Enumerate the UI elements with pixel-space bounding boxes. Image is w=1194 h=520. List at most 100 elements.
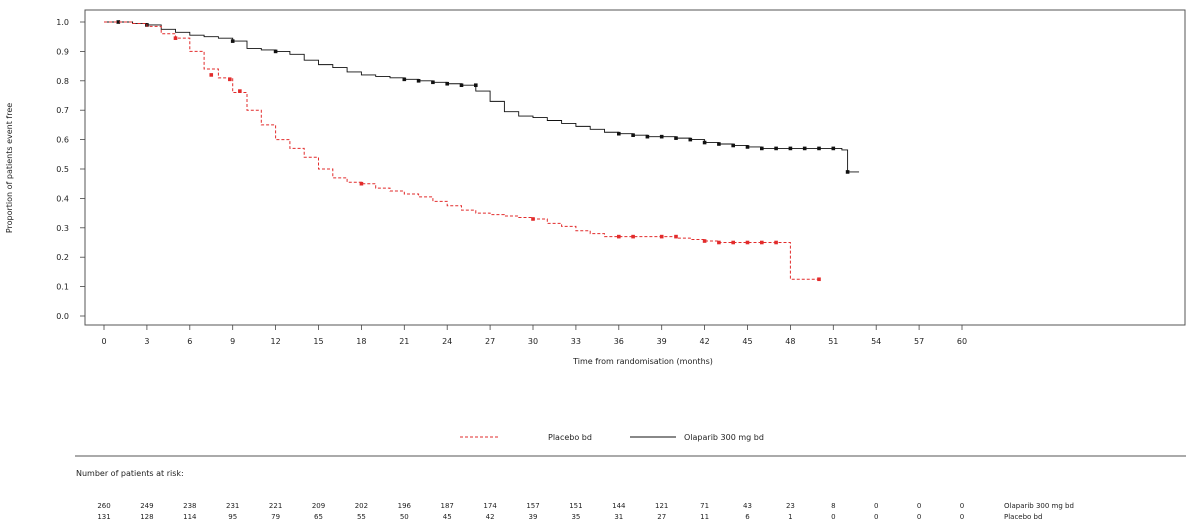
olaparib-censor-mark (674, 136, 678, 140)
risk-value: 114 (183, 513, 197, 520)
x-tick-label: 42 (700, 337, 710, 346)
x-tick-label: 12 (271, 337, 281, 346)
olaparib-censor-mark (774, 146, 778, 151)
placebo-censor-mark (631, 234, 635, 239)
risk-value: 174 (483, 502, 497, 510)
placebo-censor-mark (228, 77, 232, 82)
x-tick-label: 57 (914, 337, 924, 346)
x-tick-label: 45 (742, 337, 752, 346)
risk-value: 221 (269, 502, 282, 510)
risk-value: 11 (700, 513, 709, 520)
risk-value: 0 (960, 513, 964, 520)
placebo-censor-mark (209, 73, 214, 77)
olaparib-censor-mark (831, 146, 836, 151)
olaparib-censor-mark (702, 140, 707, 145)
series-layer (104, 20, 860, 282)
olaparib-censor-mark (416, 79, 421, 83)
placebo-censor-mark (617, 234, 621, 239)
olaparib-censor-mark (459, 83, 464, 88)
risk-value: 31 (614, 513, 623, 520)
risk-table: 260 249 238 231 221 209 202 196 187 174 157 151 144 1… (97, 502, 1074, 520)
olaparib-censor-mark (788, 146, 793, 151)
x-tick-label: 51 (828, 337, 838, 346)
risk-value: 1 (788, 513, 792, 520)
olaparib-censor-mark (745, 145, 750, 149)
risk-table-title: Number of patients at risk: (76, 469, 184, 478)
y-tick-label: 0.7 (56, 106, 69, 115)
risk-value: 42 (486, 513, 495, 520)
y-tick-label: 0.2 (56, 253, 69, 262)
risk-value: 260 (97, 502, 110, 510)
risk-value: 131 (97, 513, 110, 520)
x-tick-label: 48 (785, 337, 795, 346)
placebo-censor-mark (717, 240, 721, 245)
olaparib-censor-mark (659, 134, 664, 139)
risk-value: 43 (743, 502, 752, 510)
placebo-censor-mark (674, 234, 678, 239)
placebo-censor-mark (659, 234, 664, 239)
y-tick-label: 0.5 (56, 165, 69, 174)
olaparib-censor-mark (845, 170, 850, 174)
olaparib-censor-mark (760, 146, 764, 151)
risk-value: 128 (140, 513, 153, 520)
risk-value: 249 (140, 502, 153, 510)
olaparib-censor-mark (817, 146, 821, 151)
risk-value: 6 (745, 513, 750, 520)
risk-value: 0 (831, 513, 835, 520)
x-tick-label: 39 (657, 337, 667, 346)
y-tick-label: 0.9 (56, 47, 69, 56)
risk-value: 55 (357, 513, 366, 520)
risk-value: 79 (271, 513, 280, 520)
x-tick-label: 6 (187, 337, 192, 346)
risk-value: 27 (657, 513, 666, 520)
risk-value: 231 (226, 502, 239, 510)
legend: Placebo bd Olaparib 300 mg bd (460, 433, 764, 442)
x-tick-label: 33 (571, 337, 581, 346)
olaparib-censor-mark (802, 146, 807, 151)
x-tick-label: 9 (230, 337, 235, 346)
x-tick-label: 27 (485, 337, 495, 346)
y-tick-label: 0.8 (56, 77, 69, 86)
y-axis: 0.0 0.1 0.2 0.3 0.4 0.5 0.6 0.7 0.8 0.9 1.0 (56, 18, 85, 321)
risk-value: 187 (441, 502, 454, 510)
risk-value: 0 (917, 513, 921, 520)
olaparib-censor-mark (617, 131, 621, 136)
y-tick-label: 0.3 (56, 224, 69, 233)
placebo-censor-mark (531, 217, 535, 221)
placebo-curve (104, 21, 819, 280)
x-axis: 0 3 6 9 12 15 18 21 24 27 30 33 36 39 42 45 48 51 54 57 60 (101, 325, 967, 346)
placebo-censor-mark (745, 240, 750, 245)
legend-olaparib-label: Olaparib 300 mg bd (684, 433, 764, 442)
risk-value: 0 (874, 513, 878, 520)
risk-value: 71 (700, 502, 709, 510)
olaparib-censor-mark (230, 39, 235, 43)
placebo-censor-mark (359, 181, 364, 186)
olaparib-censor-mark (645, 134, 650, 139)
olaparib-censor-mark (445, 81, 449, 86)
risk-value: 39 (529, 513, 538, 520)
placebo-censor-mark (173, 36, 178, 40)
x-tick-label: 36 (614, 337, 624, 346)
x-tick-label: 21 (399, 337, 409, 346)
risk-value: 65 (314, 513, 323, 520)
legend-placebo-label: Placebo bd (548, 433, 592, 442)
x-tick-label: 3 (144, 337, 149, 346)
placebo-censor-mark (817, 277, 821, 282)
risk-value: 202 (355, 502, 368, 510)
olaparib-censor-mark (731, 143, 735, 148)
y-tick-label: 0.4 (56, 194, 69, 203)
risk-value: 209 (312, 502, 325, 510)
y-axis-title: Proportion of patients event free (5, 103, 14, 233)
risk-value: 144 (612, 502, 626, 510)
x-tick-label: 15 (313, 337, 323, 346)
y-tick-label: 0.6 (56, 136, 69, 145)
risk-row-label: Olaparib 300 mg bd (1004, 502, 1074, 510)
plot-area (84, 9, 1186, 326)
x-tick-label: 60 (957, 337, 967, 346)
risk-value: 0 (874, 502, 878, 510)
risk-value: 23 (786, 502, 795, 510)
risk-value: 121 (655, 502, 668, 510)
olaparib-censor-mark (688, 137, 693, 142)
risk-value: 0 (917, 502, 921, 510)
